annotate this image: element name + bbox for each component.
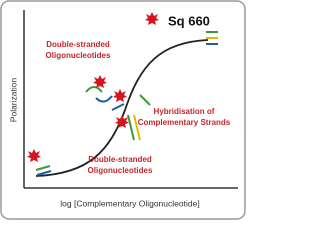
page: {"product": "Sq 660", "axes": {"y_label"…	[0, 0, 246, 220]
label-line: Oligonucleotides	[88, 166, 153, 175]
product-name: Sq 660	[168, 13, 210, 28]
dna-bottom	[27, 149, 52, 176]
diagram: Sq 660 Double-stranded Oligonucleotides …	[0, 0, 246, 220]
frame	[0, 0, 246, 220]
label-line: Complementary Strands	[138, 118, 231, 127]
dna-middle	[85, 75, 151, 141]
label-line: Double-stranded	[88, 155, 152, 164]
x-axis-label: log [Complementary Oligonucleotide]	[60, 198, 199, 208]
dna-top	[145, 12, 218, 45]
y-axis-label: Polarization	[8, 78, 18, 123]
label-line: Double-stranded	[46, 40, 110, 49]
label-line: Oligonucleotides	[46, 51, 111, 60]
label-line: Hybridisation of	[154, 107, 215, 116]
binding-curve	[35, 39, 209, 177]
